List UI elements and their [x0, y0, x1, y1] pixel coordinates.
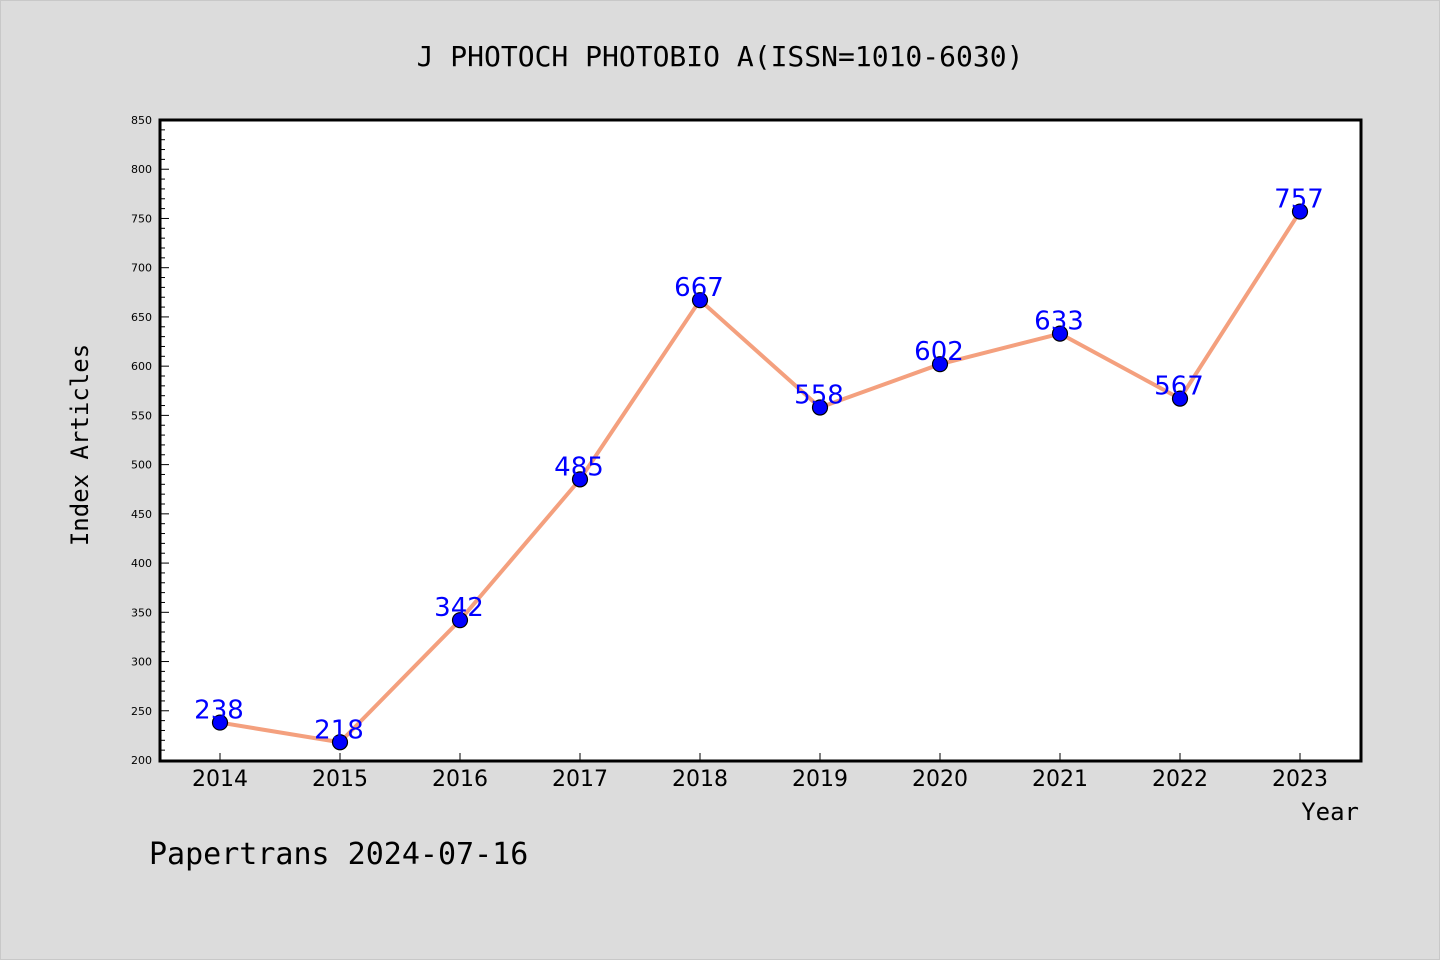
y-tick-label: 650 [131, 311, 152, 324]
data-point-2015 [331, 734, 349, 751]
y-tick-label: 800 [131, 163, 152, 176]
x-tick-label: 2023 [1272, 767, 1328, 792]
data-labels: 238 218 342 485 667 558 602 633 567 757 [194, 185, 1324, 746]
data-point-2021 [1051, 325, 1069, 342]
y-tick-label: 300 [131, 656, 152, 669]
x-tick-label: 2018 [672, 767, 728, 792]
data-label: 602 [914, 337, 964, 367]
x-tick-label: 2017 [552, 767, 608, 792]
y-tick-label: 600 [131, 360, 152, 373]
footer-text: Papertrans 2024-07-16 [149, 837, 528, 872]
data-label: 218 [314, 715, 364, 745]
x-axis-ticks: 2014 2015 2016 2017 2018 2019 2020 2021 2022 2023 [192, 753, 1328, 792]
data-label: 633 [1034, 307, 1084, 337]
x-tick-label: 2016 [432, 767, 488, 792]
plot-area [160, 120, 1361, 761]
x-tick-label: 2020 [912, 767, 968, 792]
y-tick-label: 700 [131, 262, 152, 275]
y-axis-ticks: 200 250 300 350 400 450 500 550 600 650 700 750 800 8… [131, 114, 169, 767]
chart-title: J PHOTOCH PHOTOBIO A(ISSN=1010-6030) [417, 40, 1024, 73]
data-label: 558 [794, 381, 844, 411]
y-tick-label: 250 [131, 705, 152, 718]
x-tick-label: 2022 [1152, 767, 1208, 792]
data-point-2014 [211, 714, 229, 731]
data-label: 567 [1154, 372, 1204, 402]
plot-frame [158, 118, 1363, 763]
data-label: 757 [1274, 185, 1324, 215]
data-point-2016 [451, 612, 469, 629]
data-point-2023 [1291, 203, 1309, 220]
y-tick-label: 350 [131, 606, 152, 619]
y-tick-label: 750 [131, 212, 152, 225]
data-label: 485 [554, 452, 604, 482]
x-tick-label: 2015 [312, 767, 368, 792]
y-tick-label: 200 [131, 754, 152, 767]
y-tick-label: 500 [131, 459, 152, 472]
x-tick-label: 2019 [792, 767, 848, 792]
data-point-2018 [691, 292, 709, 309]
y-tick-label: 400 [131, 557, 152, 570]
y-tick-label: 450 [131, 508, 152, 521]
data-point-2022 [1171, 390, 1189, 407]
data-label: 342 [434, 593, 484, 623]
x-tick-label: 2014 [192, 767, 248, 792]
data-label: 667 [674, 273, 724, 303]
y-tick-label: 550 [131, 409, 152, 422]
data-point-2019 [811, 399, 829, 416]
y-axis-label: Index Articles [66, 344, 94, 546]
y-tick-label: 850 [131, 114, 152, 127]
data-label: 238 [194, 696, 244, 726]
x-axis-label: Year [1301, 798, 1359, 826]
series-markers [211, 203, 1309, 751]
x-tick-label: 2021 [1032, 767, 1088, 792]
data-point-2017 [571, 471, 589, 488]
series-line [218, 209, 1302, 745]
data-point-2020 [931, 356, 949, 373]
